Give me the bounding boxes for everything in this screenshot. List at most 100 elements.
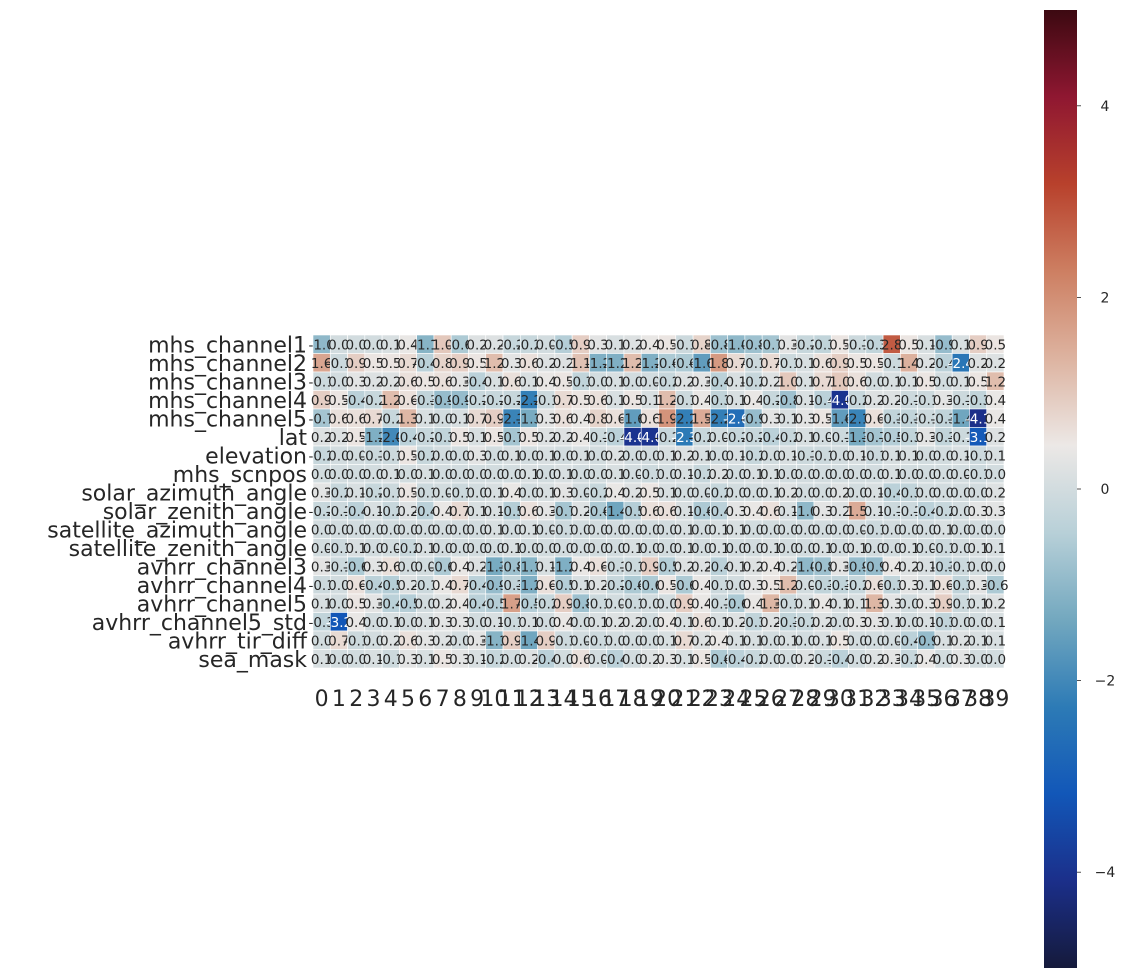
cell-value-label: 0.1 <box>656 485 677 501</box>
cell-value-label: -0.6 <box>671 578 697 594</box>
cell-value-label: -0.6 <box>689 504 715 520</box>
cell-value-label: 0.1 <box>933 522 954 538</box>
cell-value-label: 0.0 <box>674 485 695 501</box>
cell-value-label: 0.0 <box>535 522 556 538</box>
cell-value-label: -0.3 <box>429 430 455 446</box>
colorbar-tick-label: 4 <box>1101 99 1110 115</box>
cell-value-label: -2.2 <box>671 411 697 427</box>
cell-value-label: 0.0 <box>518 485 539 501</box>
cell-value-label: -0.1 <box>412 485 438 501</box>
cell-value-label: 0.0 <box>535 337 556 353</box>
row-label: elevation <box>205 444 307 469</box>
cell-value-label: 0.9 <box>501 633 522 649</box>
cell-value-label: 0.1 <box>898 541 919 557</box>
cell-value-label: 0.0 <box>622 467 643 483</box>
cell-value-label: -0.4 <box>913 504 939 520</box>
cell-value-label: 0.0 <box>760 448 781 464</box>
cell-value-label: 0.1 <box>484 504 505 520</box>
cell-value-label: 0.3 <box>916 596 937 612</box>
column-label: 7 <box>436 687 450 712</box>
cell-value-label: -0.1 <box>775 356 801 372</box>
cell-value-label: 0.0 <box>449 448 470 464</box>
cell-value-label: 0.0 <box>345 522 366 538</box>
cell-value-label: 0.1 <box>380 337 401 353</box>
cell-value-label: 0.1 <box>812 633 833 649</box>
cell-value-label: 0.5 <box>846 356 867 372</box>
cell-value-label: 0.0 <box>415 559 436 575</box>
cell-value-label: -0.2 <box>896 652 922 668</box>
cell-value-label: 0.3 <box>777 337 798 353</box>
column-label: 35 <box>912 687 940 712</box>
cell-value-label: -0.2 <box>412 430 438 446</box>
cell-value-label: -1.6 <box>827 411 853 427</box>
cell-value-label: 0.0 <box>553 448 574 464</box>
cell-value-label: -0.2 <box>740 448 766 464</box>
cell-value-label: -0.5 <box>879 430 905 446</box>
cell-value-label: 0.0 <box>587 467 608 483</box>
row-label: sea_mask <box>198 648 307 673</box>
cell-value-label: 0.0 <box>933 467 954 483</box>
cell-value-label: 0.5 <box>397 485 418 501</box>
cell-value-label: 0.1 <box>674 615 695 631</box>
cell-value-label: 0.0 <box>950 467 971 483</box>
cell-value-label: 0.5 <box>328 393 349 409</box>
cell-value-label: 0.1 <box>674 541 695 557</box>
cell-value-label: 0.1 <box>743 633 764 649</box>
cell-value-label: 0.1 <box>501 541 522 557</box>
cell-value-label: -1.2 <box>516 578 542 594</box>
cell-value-label: 0.1 <box>656 633 677 649</box>
cell-value-label: -0.1 <box>775 596 801 612</box>
cell-value-label: 0.4 <box>605 485 626 501</box>
cell-value-label: 0.0 <box>328 522 349 538</box>
cell-value-label: 0.0 <box>795 578 816 594</box>
cell-value-label: 0.0 <box>933 374 954 390</box>
cell-value-label: 0.4 <box>656 615 677 631</box>
cell-value-label: 0.0 <box>449 467 470 483</box>
cell-value-label: 0.6 <box>587 393 608 409</box>
cell-value-label: 0.1 <box>570 448 591 464</box>
cell-value-label: -1.3 <box>481 559 507 575</box>
cell-value-label: -0.2 <box>481 393 507 409</box>
cell-value-label: -0.1 <box>827 430 853 446</box>
cell-value-label: 1.2 <box>985 374 1006 390</box>
cell-value-label: 0.0 <box>898 615 919 631</box>
cell-value-label: -2.4 <box>948 356 974 372</box>
cell-value-label: -0.6 <box>585 504 611 520</box>
cell-value-label: 0.3 <box>743 578 764 594</box>
cell-value-label: 0.0 <box>795 633 816 649</box>
cell-value-label: -0.2 <box>395 541 421 557</box>
cell-value-label: 0.1 <box>967 596 988 612</box>
cell-value-label: 0.2 <box>397 504 418 520</box>
cell-value-label: 0.0 <box>725 578 746 594</box>
cell-value-label: 0.2 <box>587 578 608 594</box>
cell-value-label: -0.5 <box>654 559 680 575</box>
cell-value-label: 0.3 <box>881 652 902 668</box>
cell-value-label: 0.1 <box>363 504 384 520</box>
cell-value-label: 0.1 <box>518 467 539 483</box>
column-label: 36 <box>930 687 958 712</box>
cell-value-label: 1.3 <box>864 596 885 612</box>
cell-value-label: 0.3 <box>553 485 574 501</box>
cell-value-label: -0.1 <box>965 467 991 483</box>
cell-value-label: -0.1 <box>861 448 887 464</box>
cell-value-label: 0.0 <box>622 633 643 649</box>
cell-value-label: 0.2 <box>432 596 453 612</box>
cell-value-label: -0.2 <box>516 337 542 353</box>
cell-value-label: 0.0 <box>639 541 660 557</box>
cell-value-label: 0.1 <box>725 374 746 390</box>
column-label: 29 <box>809 687 837 712</box>
column-label: 32 <box>860 687 888 712</box>
cell-value-label: 0.7 <box>363 411 384 427</box>
cell-value-label: -0.2 <box>792 337 818 353</box>
cell-value-label: -0.4 <box>464 374 490 390</box>
cell-value-label: 0.0 <box>570 485 591 501</box>
cell-value-label: 0.6 <box>864 411 885 427</box>
cell-value-label: 1.4 <box>898 356 919 372</box>
cell-value-label: 0.0 <box>777 522 798 538</box>
cell-value-label: -0.9 <box>447 393 473 409</box>
column-label: 22 <box>688 687 716 712</box>
cell-value-label: 0.2 <box>829 504 850 520</box>
cell-value-label: 0.0 <box>795 485 816 501</box>
column-label: 4 <box>384 687 398 712</box>
cell-value-label: 0.2 <box>743 559 764 575</box>
